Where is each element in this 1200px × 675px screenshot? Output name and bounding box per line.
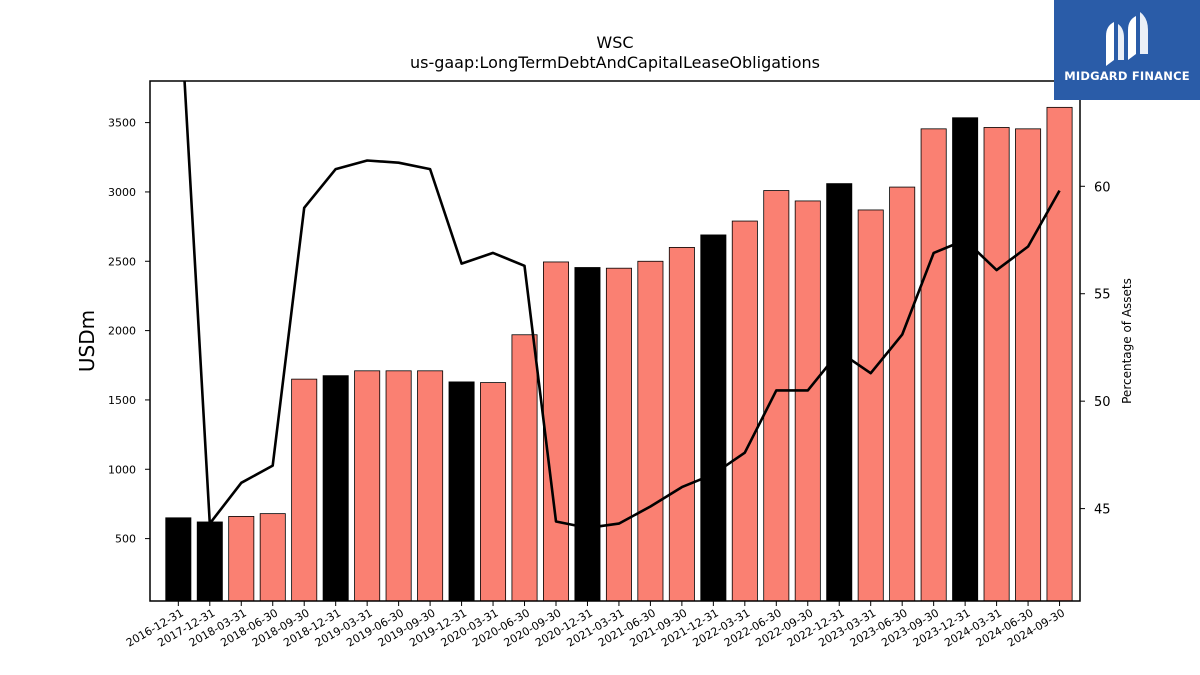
percent-line-series: [183, 81, 1061, 530]
axes: [149, 80, 1081, 602]
bar-2021-09-30: [668, 246, 695, 602]
bar-2022-06-30: [763, 190, 790, 602]
bar-2020-12-31: [574, 267, 601, 602]
bar-2021-03-31: [605, 267, 632, 602]
bar-2022-09-30: [794, 200, 821, 602]
bar-2020-03-31: [480, 382, 507, 602]
bar-2023-12-31: [952, 117, 979, 602]
bar-2016-12-31: [165, 517, 192, 602]
bar-2023-03-31: [857, 209, 884, 602]
y-tick-labels: 500 1000 1500 2000 2500 3000 3500: [108, 117, 150, 546]
y-tick-label: 2500: [108, 255, 136, 268]
bar-2022-12-31: [826, 183, 853, 602]
bar-2024-06-30: [1015, 128, 1042, 602]
bar-2020-09-30: [543, 261, 569, 602]
bar-2024-09-30: [1046, 106, 1073, 602]
y2-tick-label: 55: [1094, 288, 1111, 303]
y2-tick-labels: 45 50 55 60: [1080, 180, 1111, 518]
bar-2023-06-30: [889, 186, 916, 602]
x-tick-labels: 2016-12-312017-12-312018-03-312018-06-30…: [124, 601, 1067, 650]
chart-subtitle: us-gaap:LongTermDebtAndCapitalLeaseOblig…: [410, 53, 820, 72]
midgard-finance-logo: MIDGARD FINANCE: [1054, 0, 1200, 100]
bar-2023-09-30: [920, 128, 947, 602]
plot-frame: [149, 80, 1081, 602]
bar-2018-09-30: [291, 378, 318, 602]
y-tick-label: 3000: [108, 186, 136, 199]
bar-2024-03-31: [983, 127, 1010, 602]
y2-tick-label: 50: [1094, 395, 1111, 410]
bar-2017-12-31: [196, 521, 223, 602]
y-tick-label: 1000: [108, 463, 136, 476]
y-axis-label: USDm: [75, 310, 99, 372]
y-tick-label: 2000: [108, 325, 136, 338]
bar-2019-03-31: [354, 370, 381, 602]
midgard-logo-mark-icon: [1106, 12, 1148, 66]
y2-axis-label: Percentage of Assets: [1120, 278, 1134, 404]
bar-2019-09-30: [417, 370, 444, 602]
bar-2018-12-31: [322, 375, 349, 602]
bar-2021-12-31: [700, 234, 727, 602]
y-tick-label: 500: [115, 533, 136, 546]
bar-2022-03-31: [731, 220, 758, 602]
brand-name: MIDGARD FINANCE: [1064, 69, 1190, 83]
y-tick-label: 3500: [108, 117, 136, 130]
bar-2019-06-30: [385, 370, 412, 602]
y-tick-label: 1500: [108, 394, 136, 407]
bar-2018-06-30: [259, 513, 286, 602]
bar-series: [165, 106, 1073, 602]
percent-of-assets-line: [183, 81, 1061, 530]
y2-tick-label: 45: [1094, 503, 1111, 518]
bar-2021-06-30: [637, 260, 664, 602]
bar-2019-12-31: [448, 381, 475, 602]
chart-title: WSC: [596, 33, 633, 52]
bar-2020-06-30: [511, 334, 538, 602]
bar-2018-03-31: [228, 516, 255, 602]
y2-tick-label: 60: [1094, 180, 1111, 195]
